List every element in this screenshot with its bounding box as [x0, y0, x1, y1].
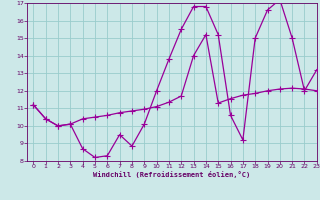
X-axis label: Windchill (Refroidissement éolien,°C): Windchill (Refroidissement éolien,°C) [93, 171, 251, 178]
